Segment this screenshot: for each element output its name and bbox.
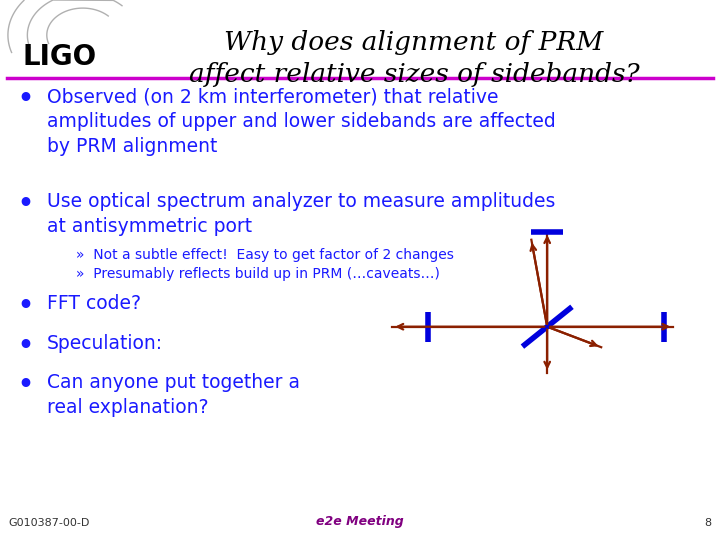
Text: Use optical spectrum analyzer to measure amplitudes
at antisymmetric port: Use optical spectrum analyzer to measure… (47, 192, 555, 235)
Text: G010387-00-D: G010387-00-D (9, 518, 90, 528)
Text: e2e Meeting: e2e Meeting (316, 515, 404, 528)
Text: •: • (17, 294, 33, 318)
Text: •: • (17, 192, 33, 215)
Text: FFT code?: FFT code? (47, 294, 141, 313)
Text: »  Not a subtle effect!  Easy to get factor of 2 changes: » Not a subtle effect! Easy to get facto… (76, 248, 454, 262)
Text: •: • (17, 334, 33, 357)
Text: Speculation:: Speculation: (47, 334, 163, 353)
Text: Observed (on 2 km interferometer) that relative
amplitudes of upper and lower si: Observed (on 2 km interferometer) that r… (47, 87, 556, 157)
Text: »  Presumably reflects build up in PRM (…caveats…): » Presumably reflects build up in PRM (…… (76, 267, 439, 281)
Text: 8: 8 (704, 518, 711, 528)
Text: Can anyone put together a
real explanation?: Can anyone put together a real explanati… (47, 373, 300, 416)
Text: •: • (17, 87, 33, 111)
Text: Why does alignment of PRM
affect relative sizes of sidebands?: Why does alignment of PRM affect relativ… (189, 30, 639, 87)
Text: LIGO: LIGO (23, 43, 96, 71)
Text: •: • (17, 373, 33, 396)
